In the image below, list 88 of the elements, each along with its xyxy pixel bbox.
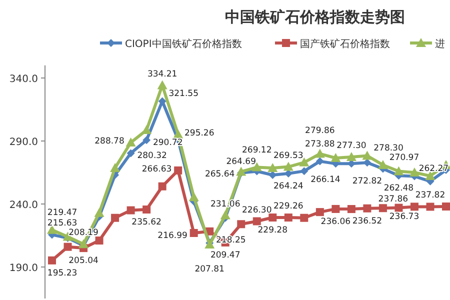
- point: [299, 157, 310, 166]
- point: [111, 214, 120, 222]
- point: [268, 214, 277, 222]
- data-label: 321.55: [168, 89, 198, 100]
- data-label: 237.86: [378, 194, 408, 205]
- point: [316, 208, 324, 216]
- point: [157, 80, 168, 90]
- point: [110, 162, 120, 172]
- point: [126, 149, 135, 158]
- point: [126, 206, 135, 214]
- point: [190, 228, 198, 237]
- point: [142, 206, 151, 214]
- data-label: 195.23: [47, 268, 78, 278]
- point: [252, 217, 261, 226]
- point: [330, 153, 341, 162]
- data-label: 266.14: [310, 175, 340, 186]
- point: [347, 205, 356, 214]
- data-label: 236.52: [352, 216, 382, 226]
- data-label: 265.64: [204, 170, 235, 180]
- point: [410, 202, 418, 211]
- data-label: 279.86: [305, 126, 335, 136]
- data-label: 334.21: [147, 69, 178, 80]
- data-label: 269.12: [242, 145, 272, 156]
- point: [174, 166, 182, 174]
- data-label: 205.04: [68, 256, 98, 266]
- point: [126, 138, 136, 147]
- point: [409, 168, 420, 176]
- point: [300, 214, 308, 222]
- data-label: 269.53: [274, 150, 304, 161]
- point: [442, 202, 450, 211]
- point: [284, 214, 292, 222]
- chart-title: 中国铁矿石价格指数走势图: [225, 8, 405, 26]
- data-label: 235.62: [132, 218, 162, 228]
- point: [142, 125, 152, 134]
- legend-label: CIOPI中国铁矿石价格指数: [125, 38, 242, 50]
- y-tick-label: 190.0: [9, 263, 38, 274]
- data-label: 278.30: [374, 144, 404, 154]
- legend-label: 国产铁矿石价格指数: [300, 38, 390, 50]
- point: [362, 150, 372, 160]
- data-label: 295.26: [184, 128, 214, 138]
- data-label: 288.78: [94, 136, 124, 147]
- point: [142, 136, 151, 144]
- data-label: 266.63: [142, 164, 172, 174]
- data-label: 280.32: [137, 151, 167, 162]
- point: [48, 256, 56, 264]
- point: [283, 162, 294, 171]
- point: [188, 192, 199, 202]
- point: [94, 208, 104, 217]
- point: [394, 166, 404, 176]
- data-label: 237.82: [415, 190, 446, 201]
- data-label: 219.47: [47, 208, 78, 218]
- y-tick-label: 340.0: [9, 74, 38, 85]
- point: [78, 239, 89, 248]
- point: [64, 242, 72, 251]
- point: [378, 204, 387, 212]
- y-tick-label: 290.0: [9, 137, 38, 148]
- data-label: 215.63: [47, 218, 78, 229]
- point: [95, 236, 104, 245]
- point: [268, 162, 278, 172]
- data-label: 207.81: [194, 264, 224, 275]
- data-label: 226.30: [242, 205, 272, 216]
- point: [426, 202, 434, 211]
- data-label: 236.06: [320, 216, 351, 227]
- y-tick-label: 240.0: [9, 200, 38, 211]
- point: [300, 167, 308, 176]
- point: [316, 157, 324, 166]
- point: [237, 220, 246, 228]
- data-label: 236.73: [389, 212, 420, 222]
- point: [363, 204, 372, 212]
- point: [332, 204, 340, 213]
- data-label: 264.69: [226, 156, 256, 167]
- data-label: 262.48: [384, 184, 414, 194]
- data-label: 216.99: [158, 230, 188, 241]
- point: [394, 204, 403, 212]
- point: [363, 158, 372, 167]
- point: [346, 152, 356, 161]
- data-label: 272.82: [352, 176, 382, 187]
- point: [378, 160, 388, 169]
- point: [158, 182, 166, 190]
- point: [314, 148, 325, 158]
- data-label: 270.97: [389, 152, 420, 163]
- data-label: 277.30: [336, 141, 366, 151]
- data-label: 229.26: [274, 202, 304, 212]
- data-label: 209.47: [210, 250, 240, 260]
- legend-label: 进: [435, 38, 445, 50]
- data-label: 229.28: [258, 226, 288, 236]
- data-label: 273.88: [305, 139, 335, 150]
- data-label: 264.24: [274, 181, 304, 192]
